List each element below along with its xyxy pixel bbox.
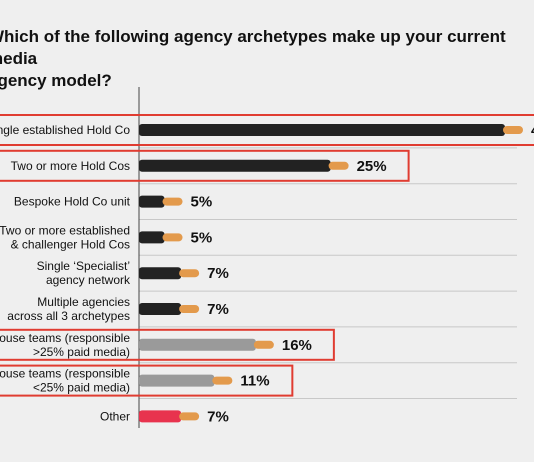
bar-tip [179,269,200,278]
chart-title: Which of the following agency archetypes… [0,27,506,90]
data-label: 5% [191,229,213,246]
bar [139,303,182,315]
bar-tip [179,412,200,421]
data-label: 46% [531,122,534,139]
highlight-box [0,328,335,361]
category-label: Two or more established [0,223,130,237]
bar [139,124,505,136]
category-label: across all 3 archetypes [7,309,130,323]
category-label: Single established Hold Co [0,123,130,137]
highlight-box [0,364,294,397]
bar-tip [179,305,200,313]
highlight-box [0,149,410,182]
category-label: & challenger Hold Cos [11,237,130,251]
bar-tip [253,340,274,349]
bar [139,159,331,172]
category-label: Two or more Hold Cos [11,159,130,173]
category-label: Bespoke Hold Co unit [14,195,131,209]
data-label: 16% [282,337,312,354]
category-label: Other [100,409,130,423]
data-label: 7% [207,265,229,282]
category-label: >25% paid media) [33,345,130,359]
bar [139,267,182,280]
data-label: 7% [207,408,229,425]
bar [139,338,256,351]
bar [139,410,182,423]
category-label: agency network [46,273,131,287]
bar [139,231,165,244]
bar [139,374,215,387]
bar-tip [503,126,523,134]
data-label: 7% [207,301,229,318]
data-label: 25% [357,158,387,175]
data-label: 5% [191,194,213,211]
highlight-box [0,114,534,146]
category-label: In-house teams (responsible [0,367,130,381]
category-label: In-house teams (responsible [0,331,130,345]
bar-tip [162,197,183,206]
bar [139,195,165,208]
bar-tip [328,161,349,170]
category-label: Single ‘Specialist’ [37,259,130,273]
category-label: Multiple agencies [37,295,130,309]
category-label: <25% paid media) [33,381,130,395]
data-label: 11% [240,373,269,390]
bar-tip [212,376,233,385]
bar-tip [162,233,183,242]
